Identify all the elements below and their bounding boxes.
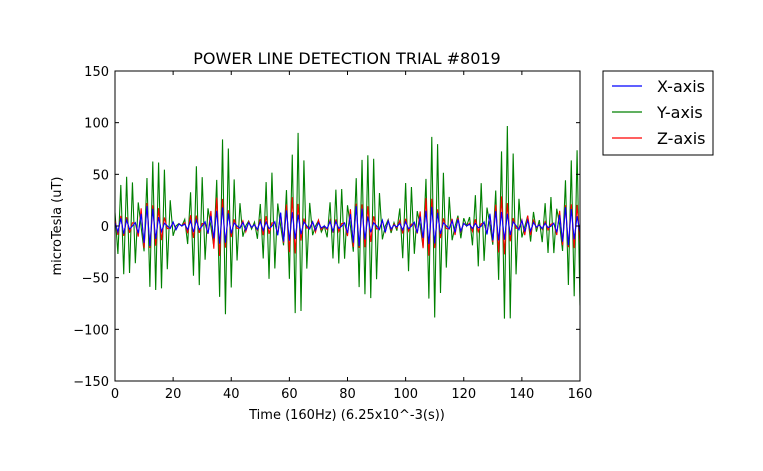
y-axis-label: microTesla (uT) — [50, 177, 65, 276]
x-tick-label: 80 — [339, 387, 356, 402]
x-tick-label: 40 — [223, 387, 240, 402]
legend-label-x-axis: X-axis — [657, 77, 705, 96]
legend-label-z-axis: Z-axis — [657, 129, 706, 148]
legend: X-axis Y-axis Z-axis — [602, 70, 714, 156]
y-tick-label: −100 — [73, 323, 109, 338]
x-tick-label: 100 — [393, 387, 418, 402]
x-tick-label: 20 — [165, 387, 182, 402]
x-axis: 0 20 40 60 80 100 120 140 160 — [111, 71, 593, 402]
plot-frame — [114, 70, 581, 382]
legend-box — [602, 70, 714, 156]
legend-label-y-axis: Y-axis — [656, 103, 703, 122]
y-tick-label: 50 — [92, 168, 109, 183]
x-tick-label: 140 — [509, 387, 534, 402]
x-tick-label: 120 — [451, 387, 476, 402]
y-axis: 150 100 50 0 −50 −100 −150 — [73, 65, 580, 390]
y-tick-label: −50 — [82, 272, 109, 287]
y-tick-label: 100 — [84, 117, 109, 132]
y-tick-label: 150 — [84, 65, 109, 80]
x-tick-label: 60 — [281, 387, 298, 402]
x-tick-label: 0 — [111, 387, 119, 402]
x-tick-label: 160 — [568, 387, 593, 402]
series-line-x-axis — [115, 206, 580, 247]
y-tick-label: −150 — [73, 375, 109, 390]
x-axis-label: Time (160Hz) (6.25x10^-3(s)) — [248, 408, 445, 423]
chart-title: POWER LINE DETECTION TRIAL #8019 — [193, 49, 500, 68]
series-layer — [115, 126, 580, 319]
y-tick-label: 0 — [101, 220, 109, 235]
